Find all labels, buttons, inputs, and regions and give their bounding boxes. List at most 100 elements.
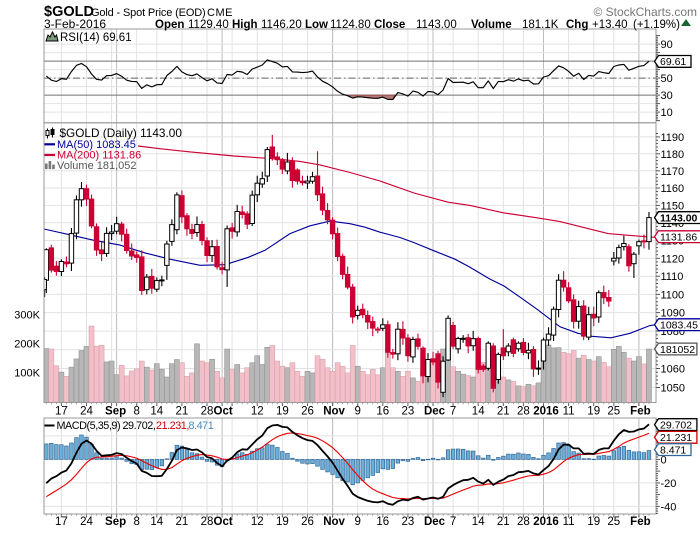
svg-text:Sep: Sep [105,405,126,417]
svg-text:26: 26 [301,405,314,417]
svg-text:1124.80: 1124.80 [330,19,371,31]
svg-text:CME: CME [207,7,233,19]
svg-text:1190: 1190 [661,132,685,144]
svg-text:Nov: Nov [323,516,345,528]
svg-text:9: 9 [354,405,360,417]
svg-text:28: 28 [201,516,214,528]
svg-text:$GOLD (Daily) 1143.00: $GOLD (Daily) 1143.00 [60,126,183,140]
svg-text:25: 25 [607,516,620,528]
svg-text:24: 24 [80,516,93,528]
svg-text:19: 19 [276,516,289,528]
svg-text:Sep: Sep [105,516,126,528]
svg-text:(+1.19%): (+1.19%) [633,19,680,31]
svg-text:1180: 1180 [661,149,685,161]
svg-text:© StockCharts.com: © StockCharts.com [593,5,697,19]
svg-text:300K: 300K [14,309,40,321]
svg-text:28: 28 [517,405,530,417]
svg-text:Gold - Spot Price (EOD): Gold - Spot Price (EOD) [91,7,206,19]
svg-text:12: 12 [251,405,264,417]
svg-text:High: High [232,19,258,31]
svg-text:29.702: 29.702 [660,419,692,431]
svg-text:30: 30 [661,90,673,102]
svg-text:Dec: Dec [424,405,446,417]
svg-text:12: 12 [251,516,264,528]
svg-text:200K: 200K [14,339,40,351]
svg-text:11: 11 [563,405,575,417]
svg-text:Oct: Oct [214,516,233,528]
svg-text:8.471: 8.471 [189,420,214,432]
svg-text:8: 8 [133,516,139,528]
svg-text:181052: 181052 [660,344,695,356]
svg-text:21: 21 [176,516,189,528]
svg-text:19: 19 [587,405,600,417]
svg-text:1100: 1100 [661,289,685,301]
svg-text:14: 14 [150,405,163,417]
svg-text:14: 14 [472,405,485,417]
svg-text:1129.40: 1129.40 [188,19,229,31]
svg-text:17: 17 [55,405,68,417]
svg-text:1143.00: 1143.00 [416,19,457,31]
svg-text:16: 16 [376,516,389,528]
svg-text:90: 90 [661,39,673,51]
svg-text:-40: -40 [661,501,677,513]
svg-text:1150: 1150 [661,200,685,212]
svg-text:28: 28 [517,516,530,528]
svg-text:1146.20: 1146.20 [261,19,302,31]
svg-text:RSI(14) 69.61: RSI(14) 69.61 [60,32,132,44]
svg-text:1110: 1110 [661,271,684,283]
svg-text:69.61: 69.61 [660,56,686,68]
svg-text:1160: 1160 [661,183,685,195]
svg-text:-20: -20 [661,478,677,490]
svg-text:Feb: Feb [630,405,650,417]
svg-text:21.231,: 21.231, [156,420,189,432]
svg-text:100K: 100K [14,368,40,380]
svg-text:2016: 2016 [533,405,559,417]
svg-text:Volume 181,052: Volume 181,052 [57,160,137,172]
svg-text:1143.00: 1143.00 [660,212,698,224]
svg-text:26: 26 [301,516,314,528]
svg-text:1083.45: 1083.45 [660,320,698,332]
svg-text:3-Feb-2016: 3-Feb-2016 [44,17,106,31]
svg-text:Nov: Nov [323,405,345,417]
svg-text:Oct: Oct [214,405,233,417]
svg-text:25: 25 [607,405,620,417]
svg-text:21.231: 21.231 [660,432,692,444]
svg-text:1050: 1050 [661,383,685,395]
svg-text:8: 8 [133,405,139,417]
svg-text:9: 9 [354,516,360,528]
svg-text:19: 19 [276,405,289,417]
svg-text:50: 50 [661,73,673,85]
svg-text:28: 28 [201,405,214,417]
svg-text:14: 14 [150,516,163,528]
svg-text:16: 16 [376,405,389,417]
svg-text:21: 21 [176,405,189,417]
svg-text:19: 19 [587,516,600,528]
svg-text:21: 21 [497,516,510,528]
svg-text:1060: 1060 [661,364,685,376]
svg-text:Volume: Volume [471,19,512,31]
svg-text:+13.40: +13.40 [592,19,628,31]
svg-text:8.471: 8.471 [660,444,686,456]
svg-text:Close: Close [374,19,405,31]
svg-text:14: 14 [472,516,485,528]
svg-text:Chg: Chg [566,19,588,31]
svg-text:7: 7 [450,405,456,417]
svg-text:1120: 1120 [661,253,685,265]
svg-text:29.702,: 29.702, [123,420,156,432]
svg-text:MACD(5,35,9): MACD(5,35,9) [57,420,121,432]
svg-text:21: 21 [497,405,510,417]
svg-text:2016: 2016 [533,516,559,528]
svg-text:10: 10 [661,107,673,119]
svg-text:Feb: Feb [630,516,650,528]
svg-text:23: 23 [402,516,415,528]
svg-text:17: 17 [55,516,68,528]
svg-text:Low: Low [305,19,328,31]
svg-text:11: 11 [563,516,575,528]
svg-text:7: 7 [450,516,456,528]
svg-text:Open: Open [155,19,184,31]
svg-text:24: 24 [80,405,93,417]
svg-text:181.1K: 181.1K [522,19,559,31]
svg-text:1170: 1170 [661,166,685,178]
svg-text:Dec: Dec [424,516,446,528]
svg-text:1131.86: 1131.86 [660,232,697,244]
